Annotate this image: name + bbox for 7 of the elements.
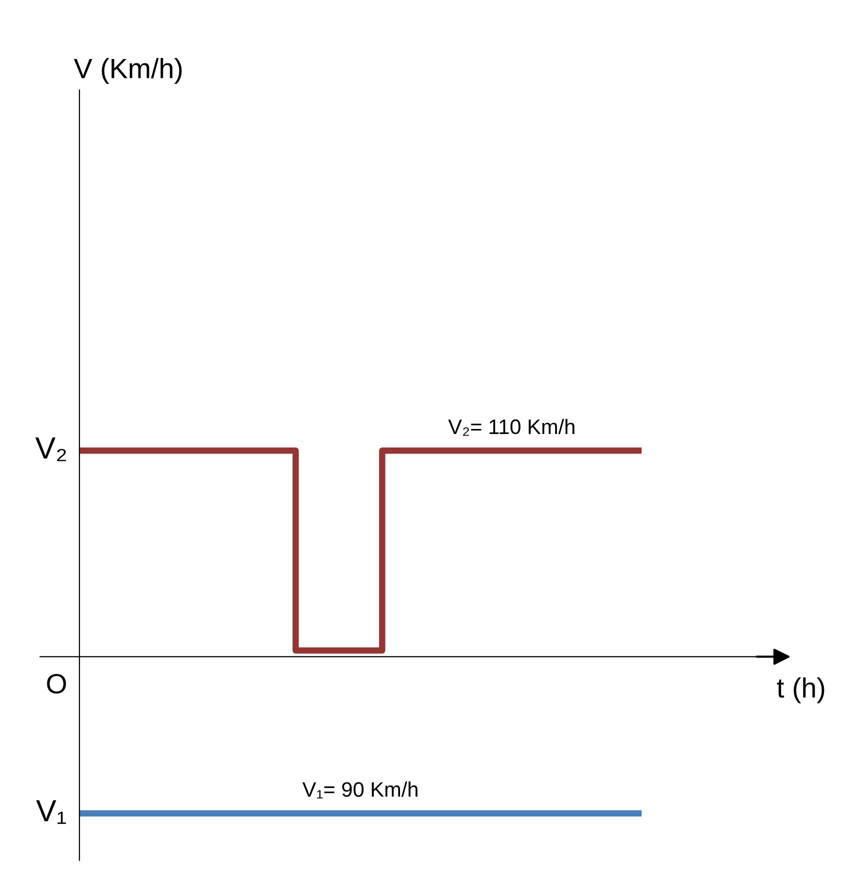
- text: V₂: [35, 438, 66, 462]
- text: V (Km/h): [74, 58, 182, 84]
- series-label: V₂= 110 Km/h: [448, 418, 574, 436]
- text: O: [47, 674, 66, 694]
- x-axis-title: t (h): [776, 677, 824, 704]
- series-label: V₁= 90 Km/h: [302, 782, 418, 798]
- text: V₁: [36, 800, 66, 824]
